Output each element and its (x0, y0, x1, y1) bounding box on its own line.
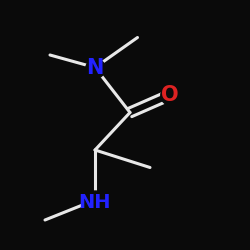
Text: N: N (86, 58, 104, 78)
Text: NH: NH (79, 193, 111, 212)
Text: O: O (161, 85, 179, 105)
